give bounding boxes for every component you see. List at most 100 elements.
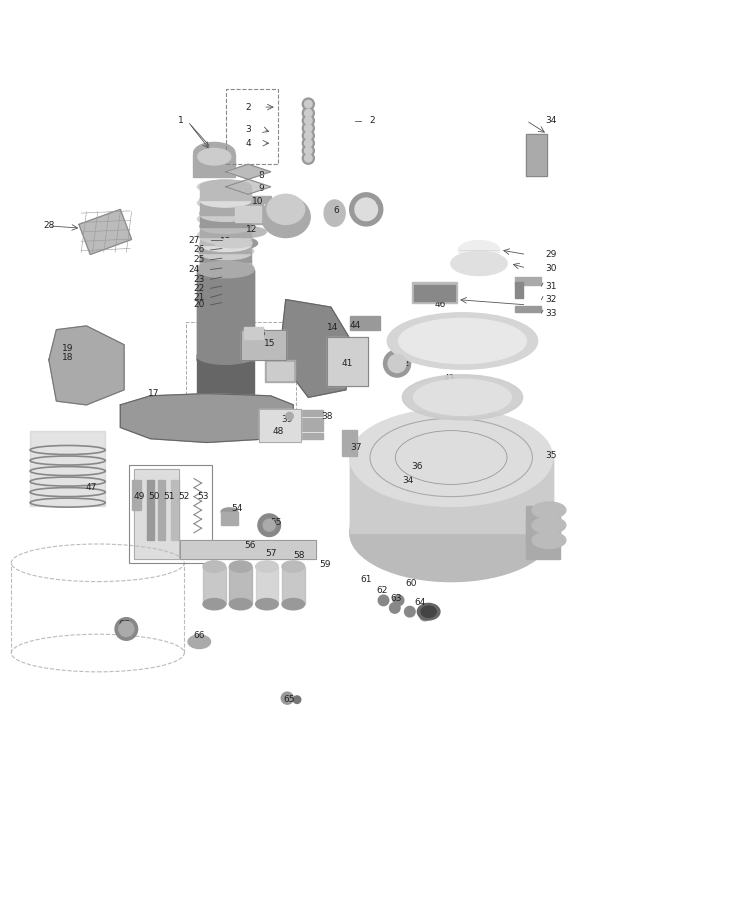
Circle shape (305, 100, 312, 108)
Circle shape (302, 130, 314, 141)
Text: 50: 50 (148, 492, 160, 501)
Text: 31: 31 (545, 282, 557, 291)
Bar (158, 480, 165, 540)
Bar (203, 567, 226, 604)
Bar (200, 226, 251, 238)
Text: 55: 55 (270, 518, 282, 527)
Ellipse shape (209, 237, 257, 250)
Ellipse shape (200, 208, 251, 221)
Text: 57: 57 (265, 549, 277, 558)
Ellipse shape (350, 484, 553, 581)
Ellipse shape (188, 635, 211, 649)
Bar (193, 155, 235, 177)
Text: 24: 24 (189, 265, 199, 274)
Polygon shape (282, 300, 353, 398)
Text: 29: 29 (545, 250, 557, 259)
Circle shape (281, 692, 293, 704)
Bar (244, 328, 263, 338)
Bar (229, 567, 252, 604)
Text: 14: 14 (327, 323, 339, 332)
Circle shape (302, 145, 314, 157)
Bar (414, 284, 455, 302)
Bar (30, 431, 105, 507)
Text: 22: 22 (194, 284, 205, 292)
Text: 10: 10 (252, 196, 264, 205)
Bar (259, 409, 301, 443)
Text: 35: 35 (545, 451, 557, 460)
Bar (301, 410, 323, 416)
Circle shape (384, 350, 411, 377)
Ellipse shape (203, 561, 226, 572)
Text: 56: 56 (244, 541, 256, 550)
Ellipse shape (256, 598, 278, 610)
Bar (342, 429, 357, 456)
Ellipse shape (197, 180, 253, 194)
Polygon shape (180, 540, 316, 559)
Text: 39: 39 (281, 416, 293, 425)
Text: 43: 43 (444, 374, 456, 383)
Ellipse shape (197, 196, 253, 210)
Ellipse shape (267, 194, 305, 224)
Ellipse shape (200, 220, 251, 233)
Text: 66: 66 (193, 631, 205, 640)
Bar (265, 360, 295, 382)
Bar (301, 418, 323, 424)
Circle shape (390, 603, 400, 613)
Bar (200, 213, 251, 227)
Bar (186, 322, 296, 409)
Circle shape (293, 696, 301, 704)
Text: 63: 63 (390, 594, 402, 603)
Ellipse shape (200, 238, 251, 251)
Text: 32: 32 (545, 295, 557, 304)
Bar (132, 480, 141, 510)
Text: 19: 19 (62, 344, 74, 353)
Ellipse shape (197, 276, 253, 291)
Ellipse shape (414, 379, 511, 416)
Ellipse shape (451, 251, 507, 275)
Text: 20: 20 (193, 301, 205, 310)
Bar (526, 536, 560, 559)
Text: 2: 2 (245, 103, 251, 112)
Bar (197, 269, 254, 360)
Text: 7: 7 (371, 202, 378, 211)
Ellipse shape (200, 180, 251, 194)
Bar (197, 356, 254, 405)
Bar (200, 244, 251, 253)
Ellipse shape (200, 256, 251, 269)
Text: 37: 37 (350, 443, 362, 452)
Ellipse shape (282, 598, 305, 610)
Bar (350, 316, 380, 329)
Text: 12: 12 (246, 225, 258, 234)
Ellipse shape (197, 397, 254, 413)
Polygon shape (226, 179, 271, 194)
Bar (412, 283, 457, 303)
Ellipse shape (193, 142, 235, 164)
Bar (301, 433, 323, 438)
Bar (200, 236, 251, 245)
Text: 58: 58 (293, 551, 305, 560)
Text: 9: 9 (259, 184, 265, 193)
Text: 34: 34 (545, 116, 557, 125)
Ellipse shape (282, 561, 305, 572)
Bar (515, 282, 523, 298)
Ellipse shape (197, 292, 253, 306)
Ellipse shape (197, 229, 253, 242)
Ellipse shape (200, 219, 251, 233)
Circle shape (420, 610, 430, 621)
Text: 19: 19 (460, 403, 472, 412)
Circle shape (305, 124, 312, 132)
Circle shape (302, 114, 314, 127)
Circle shape (305, 147, 312, 155)
Bar (200, 187, 251, 201)
Text: 21: 21 (193, 292, 205, 302)
Text: 52: 52 (178, 492, 190, 501)
Ellipse shape (197, 261, 254, 278)
Ellipse shape (421, 606, 436, 617)
Circle shape (302, 137, 314, 149)
Text: 30: 30 (545, 264, 557, 273)
Ellipse shape (197, 352, 254, 368)
Text: 2: 2 (369, 116, 375, 125)
Ellipse shape (402, 374, 523, 420)
Ellipse shape (200, 238, 251, 251)
Ellipse shape (119, 622, 134, 636)
